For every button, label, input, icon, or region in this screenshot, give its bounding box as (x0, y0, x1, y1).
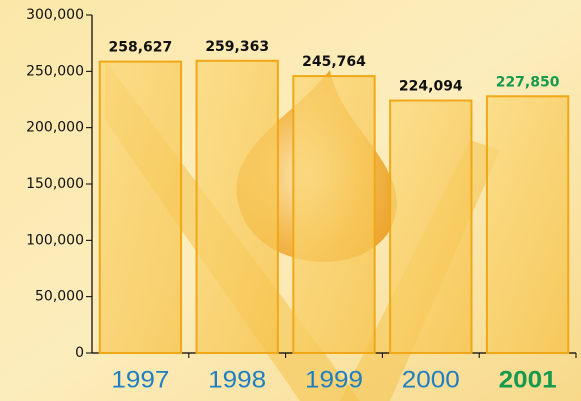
value-label: 259,363 (205, 39, 269, 55)
bar (100, 62, 181, 353)
y-tick-label: 300,000 (26, 7, 84, 23)
y-tick-label: 100,000 (26, 232, 84, 248)
value-label: 227,850 (496, 74, 560, 90)
value-label: 224,094 (399, 79, 463, 95)
value-label: 245,764 (302, 54, 366, 70)
x-tick-label: 2000 (402, 366, 460, 393)
value-label: 258,627 (109, 40, 173, 56)
y-tick-label: 250,000 (26, 63, 84, 79)
x-tick-label: 1997 (111, 366, 169, 393)
x-tick-label: 1999 (305, 366, 363, 393)
chart: 0 50,000 100,000 150,000 200,000 250,000 300,0… (0, 0, 581, 401)
bar (293, 76, 374, 353)
bar (390, 101, 471, 353)
x-tick-label: 1998 (208, 366, 266, 393)
y-tick-label: 200,000 (26, 120, 84, 136)
y-tick-label: 150,000 (26, 176, 84, 192)
bar (487, 96, 568, 353)
bar (197, 61, 278, 353)
x-tick-label: 2001 (499, 366, 557, 393)
y-tick-label: 50,000 (35, 289, 84, 305)
y-tick-label: 0 (75, 345, 84, 361)
